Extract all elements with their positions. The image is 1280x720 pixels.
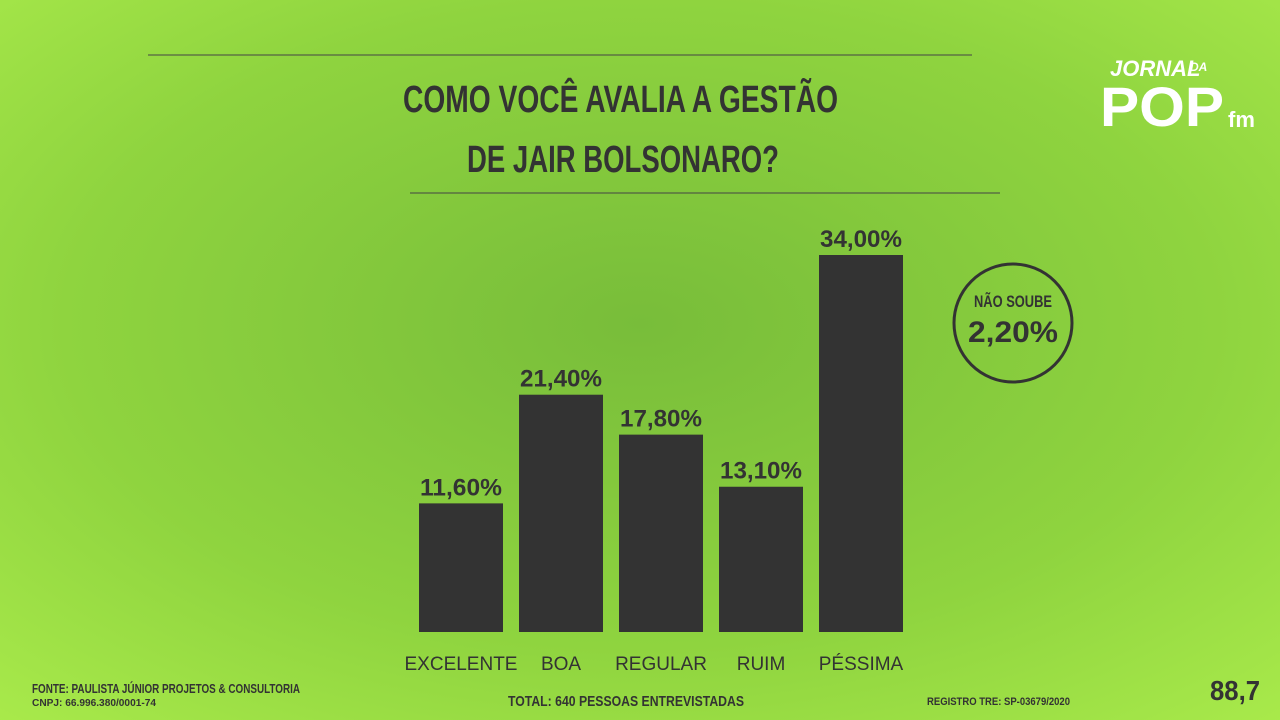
bar: [819, 255, 903, 632]
logo-main: POP: [1100, 75, 1224, 138]
cnpj: CNPJ: 66.996.380/0001-74: [32, 698, 156, 709]
chart-title: DE JAIR BOLSONARO?: [467, 139, 779, 181]
annotation-value: 2,20%: [968, 316, 1058, 349]
annotation-label: NÃO SOUBE: [974, 291, 1052, 311]
x-tick-label: RUIM: [737, 654, 786, 675]
logo-freq: 88,7: [1210, 675, 1260, 706]
total: TOTAL: 640 PESSOAS ENTREVISTADAS: [508, 693, 744, 710]
value-label: 17,80%: [620, 406, 702, 433]
bar: [719, 486, 803, 632]
logo-suffix: fm: [1228, 107, 1255, 132]
x-tick-label: EXCELENTE: [405, 654, 518, 675]
registry: REGISTRO TRE: SP-03679/2020: [927, 696, 1070, 708]
x-tick-label: BOA: [541, 654, 581, 675]
bar: [619, 434, 703, 632]
annotation-circle: [952, 262, 1074, 384]
x-tick-label: PÉSSIMA: [819, 654, 904, 675]
source: FONTE: PAULISTA JÚNIOR PROJETOS & CONSUL…: [32, 681, 300, 696]
bar: [519, 394, 603, 632]
logo-top: JORNAL: [1110, 56, 1200, 81]
logo-small: DA: [1190, 60, 1207, 74]
chart-title: COMO VOCÊ AVALIA A GESTÃO: [403, 77, 838, 121]
value-label: 11,60%: [420, 474, 502, 501]
value-label: 21,40%: [520, 366, 602, 393]
bar: [419, 503, 503, 632]
x-tick-label: REGULAR: [615, 654, 707, 675]
value-label: 13,10%: [720, 458, 802, 485]
value-label: 34,00%: [820, 226, 902, 253]
